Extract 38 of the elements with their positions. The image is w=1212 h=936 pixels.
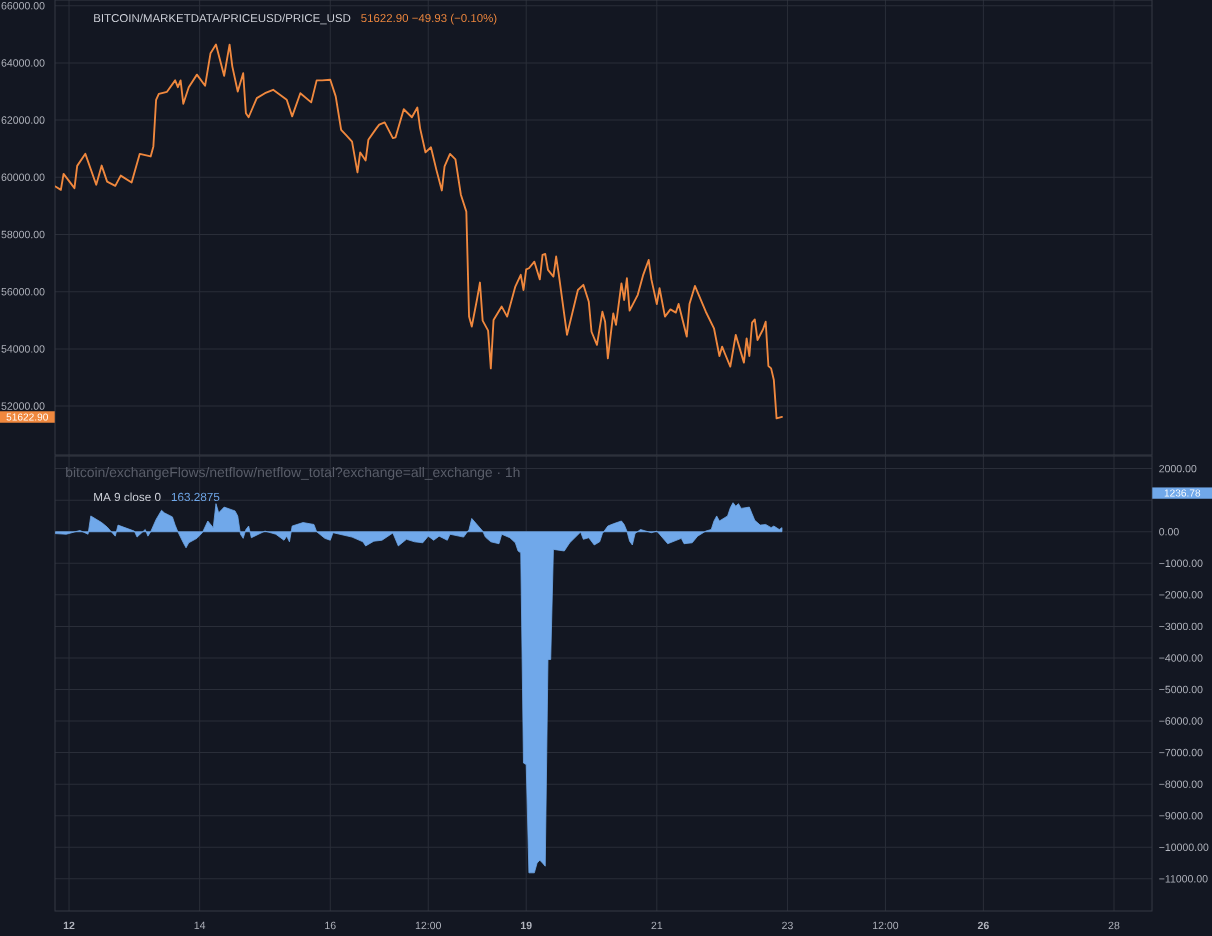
text: MA 9 close 0: [94, 492, 161, 502]
x-tick-label: 28: [1108, 921, 1120, 930]
y-tick-label: −4000.00: [1159, 654, 1203, 662]
x-tick-label: 12:00: [873, 921, 899, 930]
x-tick-label: 26: [977, 921, 989, 930]
y-tick-label: −7000.00: [1159, 748, 1203, 757]
x-tick-label: 16: [325, 921, 336, 930]
y-tick-label: 52000.00: [1, 402, 45, 410]
text: 1236.78: [1164, 489, 1201, 497]
y-tick-label: 58000.00: [1, 230, 45, 239]
y-tick-label: −8000.00: [1159, 780, 1203, 788]
y-tick-label: −5000.00: [1159, 685, 1203, 694]
y-tick-label: −11000.00: [1159, 875, 1208, 883]
y-tick-label: 66000.00: [1, 1, 45, 10]
annotation: 51622.90 −49.93 (−0.10%): [361, 13, 497, 25]
x-tick-label: 23: [782, 921, 793, 930]
y-tick-label: 2000.00: [1159, 464, 1197, 473]
text: BITCOIN/MARKETDATA/PRICEUSD/PRICE_USD: [94, 13, 351, 25]
y-tick-label: 56000.00: [1, 287, 45, 296]
y-tick-label: −9000.00: [1159, 811, 1203, 820]
y-tick-label: −1000.00: [1159, 559, 1203, 568]
text: bitcoin/exchangeFlows/netflow/netflow_total?exchange=all_exchange · 1h: [66, 466, 520, 480]
text: 51622.90: [6, 413, 48, 421]
annotation: 163.2875: [171, 492, 220, 502]
x-tick-label: 12:00: [415, 921, 442, 930]
y-tick-label: 64000.00: [1, 59, 45, 67]
y-tick-label: 62000.00: [1, 116, 45, 124]
y-tick-label: −10000.00: [1159, 843, 1209, 851]
x-tick-label: 19: [521, 921, 532, 930]
x-tick-label: 12: [63, 921, 75, 930]
y-tick-label: −2000.00: [1159, 591, 1203, 599]
y-tick-label: −3000.00: [1159, 622, 1203, 631]
x-tick-label: 14: [194, 921, 206, 929]
y-tick-label: 0.00: [1159, 527, 1179, 536]
y-tick-label: −6000.00: [1159, 717, 1203, 725]
x-tick-label: 21: [651, 921, 663, 930]
y-tick-label: 54000.00: [1, 345, 45, 353]
y-tick-label: 60000.00: [1, 173, 45, 182]
